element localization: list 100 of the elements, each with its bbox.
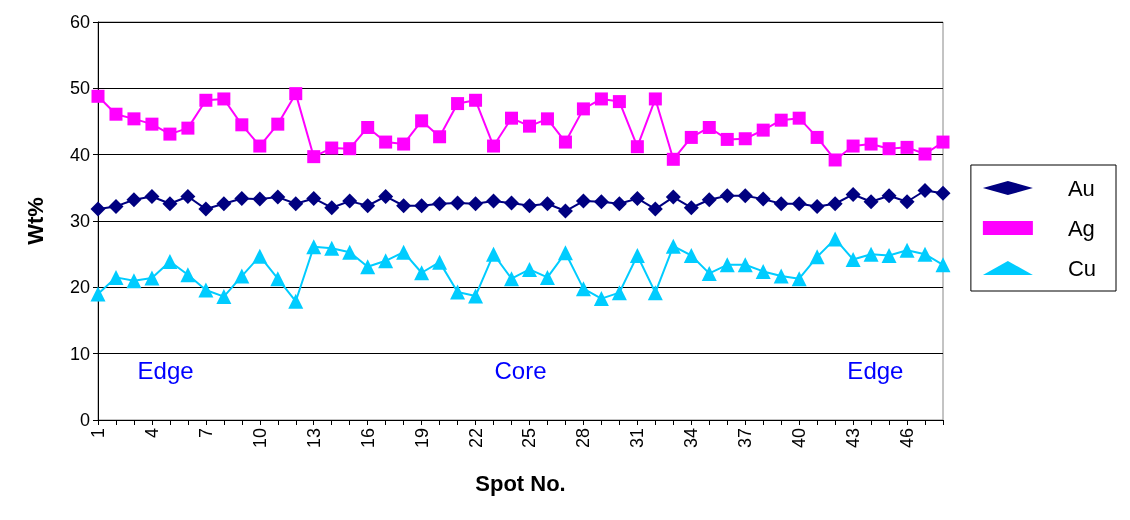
point — [647, 285, 663, 301]
point — [90, 286, 106, 302]
point — [575, 193, 591, 209]
point — [522, 119, 536, 133]
x-tick-label: 1 — [88, 428, 108, 439]
point — [702, 120, 716, 134]
point — [845, 186, 861, 202]
point — [181, 121, 195, 135]
point — [288, 293, 304, 309]
point — [845, 251, 861, 267]
point — [360, 259, 376, 275]
y-tick-label: 40 — [69, 144, 90, 165]
point — [414, 198, 430, 214]
point — [234, 268, 250, 284]
point — [720, 132, 734, 146]
point — [629, 247, 645, 263]
point — [306, 190, 322, 206]
legend-label: Ag — [1067, 215, 1095, 241]
y-tick-label: 10 — [69, 343, 90, 364]
x-tick-label: 16 — [357, 428, 378, 449]
x-tick-label: 46 — [897, 428, 918, 449]
point — [918, 147, 932, 161]
point — [199, 93, 213, 107]
point — [198, 201, 214, 217]
point — [288, 196, 304, 212]
point — [665, 238, 681, 254]
point — [450, 284, 466, 300]
point — [324, 200, 340, 216]
point — [162, 196, 178, 212]
point — [917, 182, 933, 198]
point — [558, 135, 572, 149]
point — [396, 244, 412, 260]
point — [647, 201, 663, 217]
point — [450, 195, 466, 211]
x-tick-label: 22 — [465, 428, 486, 449]
point — [217, 92, 231, 106]
point — [809, 198, 825, 214]
x-tick-label: 43 — [843, 428, 864, 449]
point — [666, 152, 680, 166]
point — [235, 118, 249, 132]
point — [882, 142, 896, 156]
point — [144, 270, 160, 286]
point — [557, 203, 573, 219]
point — [180, 188, 196, 204]
point — [521, 198, 537, 214]
point — [252, 248, 268, 264]
point — [899, 242, 915, 258]
point — [684, 130, 698, 144]
point — [415, 114, 429, 128]
point — [810, 130, 824, 144]
point — [360, 198, 376, 214]
x-tick-label: 31 — [627, 428, 648, 449]
point — [648, 92, 662, 106]
point — [90, 201, 106, 217]
x-tick-label: 34 — [681, 428, 702, 449]
point — [864, 137, 878, 151]
point — [540, 112, 554, 126]
point — [198, 282, 214, 298]
point — [755, 263, 771, 279]
point — [324, 240, 340, 256]
point — [216, 289, 232, 305]
point — [737, 188, 753, 204]
point — [108, 198, 124, 214]
x-tick-label: 19 — [411, 428, 432, 449]
x-axis-title: Spot No. — [475, 470, 566, 496]
point — [665, 189, 681, 205]
point — [828, 153, 842, 167]
point — [234, 190, 250, 206]
point — [683, 200, 699, 216]
point — [863, 194, 879, 210]
point — [127, 112, 141, 126]
annotation: Core — [494, 356, 547, 384]
point — [361, 120, 375, 134]
point — [900, 140, 914, 154]
annotation: Edge — [847, 356, 904, 384]
point — [144, 188, 160, 204]
point — [108, 269, 124, 285]
point — [827, 231, 843, 247]
point — [378, 253, 394, 269]
point — [505, 111, 519, 125]
point — [126, 192, 142, 208]
point — [809, 249, 825, 265]
point — [881, 247, 897, 263]
point — [378, 188, 394, 204]
point — [737, 257, 753, 273]
y-tick-label: 0 — [79, 410, 90, 430]
point — [162, 253, 178, 269]
point — [701, 265, 717, 281]
point — [576, 102, 590, 116]
point — [306, 239, 322, 255]
y-tick-label: 20 — [69, 277, 90, 298]
point — [397, 137, 411, 151]
point — [145, 117, 159, 131]
point — [935, 257, 951, 273]
point — [791, 196, 807, 212]
point — [846, 139, 860, 153]
point — [557, 245, 573, 261]
x-tick-label: 10 — [249, 428, 270, 449]
y-tick-label: 60 — [69, 12, 90, 32]
x-tick-label: 25 — [519, 428, 540, 449]
